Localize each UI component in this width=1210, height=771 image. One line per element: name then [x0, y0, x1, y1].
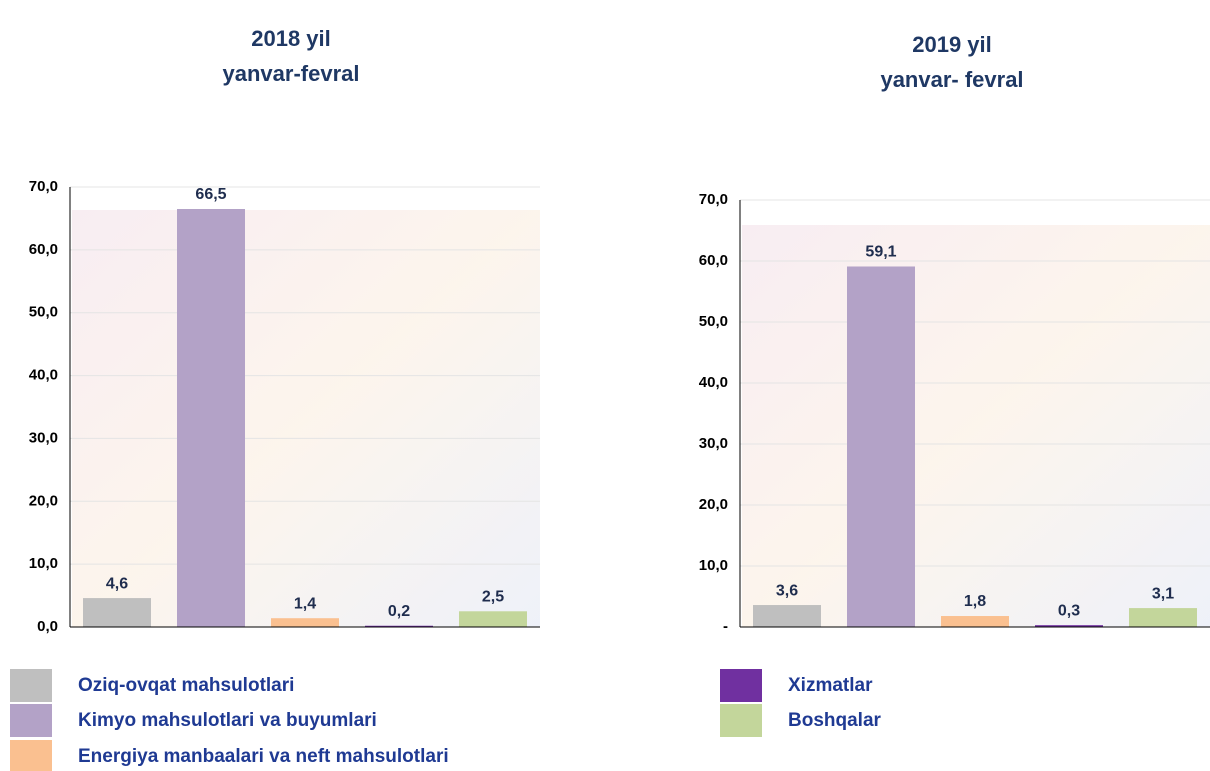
map-background [742, 225, 1210, 627]
legend-swatch [720, 669, 762, 702]
legend-swatch [10, 669, 52, 702]
y-tick-label: 40,0 [699, 374, 728, 391]
chart-title: 2019 yil [912, 32, 992, 57]
map-background [72, 210, 540, 627]
legend-label: Oziq-ovqat mahsulotlari [78, 675, 294, 696]
y-tick-label: 60,0 [699, 252, 728, 269]
y-tick-label: 20,0 [29, 492, 58, 509]
y-tick-label: - [723, 618, 728, 635]
value-label: 0,3 [1058, 602, 1080, 619]
value-label: 1,8 [964, 593, 986, 610]
y-tick-label: 70,0 [699, 191, 728, 208]
y-tick-label: 0,0 [37, 618, 58, 635]
legend-swatch [10, 740, 52, 771]
chart-title: 2018 yil [251, 26, 331, 51]
y-tick-label: 40,0 [29, 367, 58, 384]
y-tick-label: 10,0 [29, 555, 58, 572]
y-tick-label: 50,0 [29, 304, 58, 321]
value-label: 4,6 [106, 575, 128, 592]
bar [83, 598, 151, 627]
value-label: 66,5 [195, 186, 226, 203]
bar [753, 605, 821, 627]
value-label: 0,2 [388, 603, 410, 620]
bar [459, 611, 527, 627]
y-tick-label: 30,0 [29, 429, 58, 446]
legend-label: Xizmatlar [788, 675, 873, 696]
legend-label: Boshqalar [788, 710, 882, 731]
bar [271, 618, 339, 627]
y-tick-label: 50,0 [699, 313, 728, 330]
y-tick-label: 10,0 [699, 557, 728, 574]
value-label: 3,1 [1152, 585, 1174, 602]
value-label: 3,6 [776, 582, 798, 599]
bar [1129, 608, 1197, 627]
value-label: 59,1 [865, 244, 896, 261]
y-tick-label: 70,0 [29, 178, 58, 195]
legend-swatch [720, 704, 762, 737]
chart-subtitle: yanvar-fevral [223, 61, 360, 86]
bar [847, 266, 915, 627]
bar [941, 616, 1009, 627]
legend-label: Energiya manbaalari va neft mahsulotlari [78, 746, 449, 767]
value-label: 2,5 [482, 589, 504, 606]
bar [1035, 625, 1103, 627]
value-label: 1,4 [294, 595, 316, 612]
y-tick-label: 30,0 [699, 435, 728, 452]
bar [177, 209, 245, 627]
y-tick-label: 60,0 [29, 241, 58, 258]
bar [365, 625, 433, 627]
y-tick-label: 20,0 [699, 496, 728, 513]
legend-label: Kimyo mahsulotlari va buyumlari [78, 710, 377, 731]
chart-subtitle: yanvar- fevral [880, 67, 1023, 92]
legend-swatch [10, 704, 52, 737]
